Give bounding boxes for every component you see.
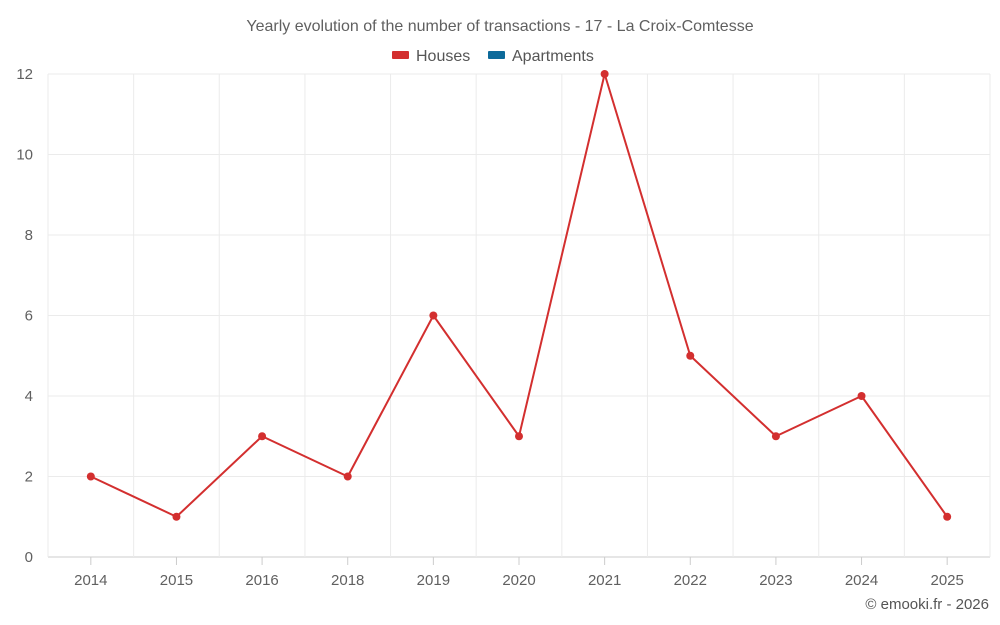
data-point-houses-2024[interactable] [857,392,866,400]
legend-item-houses[interactable]: Houses [392,48,470,65]
data-point-houses-2015[interactable] [172,512,181,521]
data-point-houses-2025[interactable] [943,512,952,521]
x-tick-label: 2015 [160,572,193,589]
x-tick-label: 2020 [502,572,535,589]
data-point-houses-2023[interactable] [771,432,780,441]
legend: Houses Apartments [392,48,594,65]
legend-item-apartments[interactable]: Apartments [488,48,594,65]
y-tick-label: 6 [25,308,33,325]
legend-label-apartments: Apartments [512,48,594,65]
legend-swatch-houses [392,51,409,59]
x-tick-label: 2014 [74,572,107,589]
data-point-houses-2021[interactable] [600,70,609,78]
grid [47,73,991,558]
chart-title: Yearly evolution of the number of transa… [246,18,753,35]
y-tick-label: 12 [16,66,33,83]
x-tick-label: 2019 [417,572,450,589]
y-tick-label: 8 [25,227,33,244]
x-tick-label: 2023 [759,572,792,589]
legend-swatch-apartments [488,51,505,59]
x-tick-label: 2018 [331,572,364,589]
data-point-houses-2018[interactable] [343,472,352,481]
data-point-houses-2014[interactable] [86,472,95,481]
x-tick-label: 2024 [845,572,878,589]
x-tick-label: 2021 [588,572,621,589]
x-tick-label: 2025 [930,572,963,589]
legend-label-houses: Houses [416,48,470,65]
x-tick-label: 2022 [674,572,707,589]
y-tick-label: 4 [25,388,33,405]
x-axis-ticks: 2014 2015 2016 2018 2019 2020 2021 2022 2023 2024… [74,557,964,589]
y-axis-ticks: 0 2 4 6 8 10 12 [16,66,33,566]
credit-text: © emooki.fr - 2026 [865,596,989,613]
data-point-houses-2020[interactable] [515,432,523,441]
y-tick-label: 10 [16,147,33,164]
data-point-houses-2019[interactable] [429,311,438,320]
series-houses [86,70,952,521]
data-point-houses-2016[interactable] [258,432,267,441]
y-tick-label: 0 [25,549,33,566]
data-point-houses-2022[interactable] [686,351,695,360]
y-tick-label: 2 [25,469,33,486]
x-tick-label: 2016 [245,572,278,589]
